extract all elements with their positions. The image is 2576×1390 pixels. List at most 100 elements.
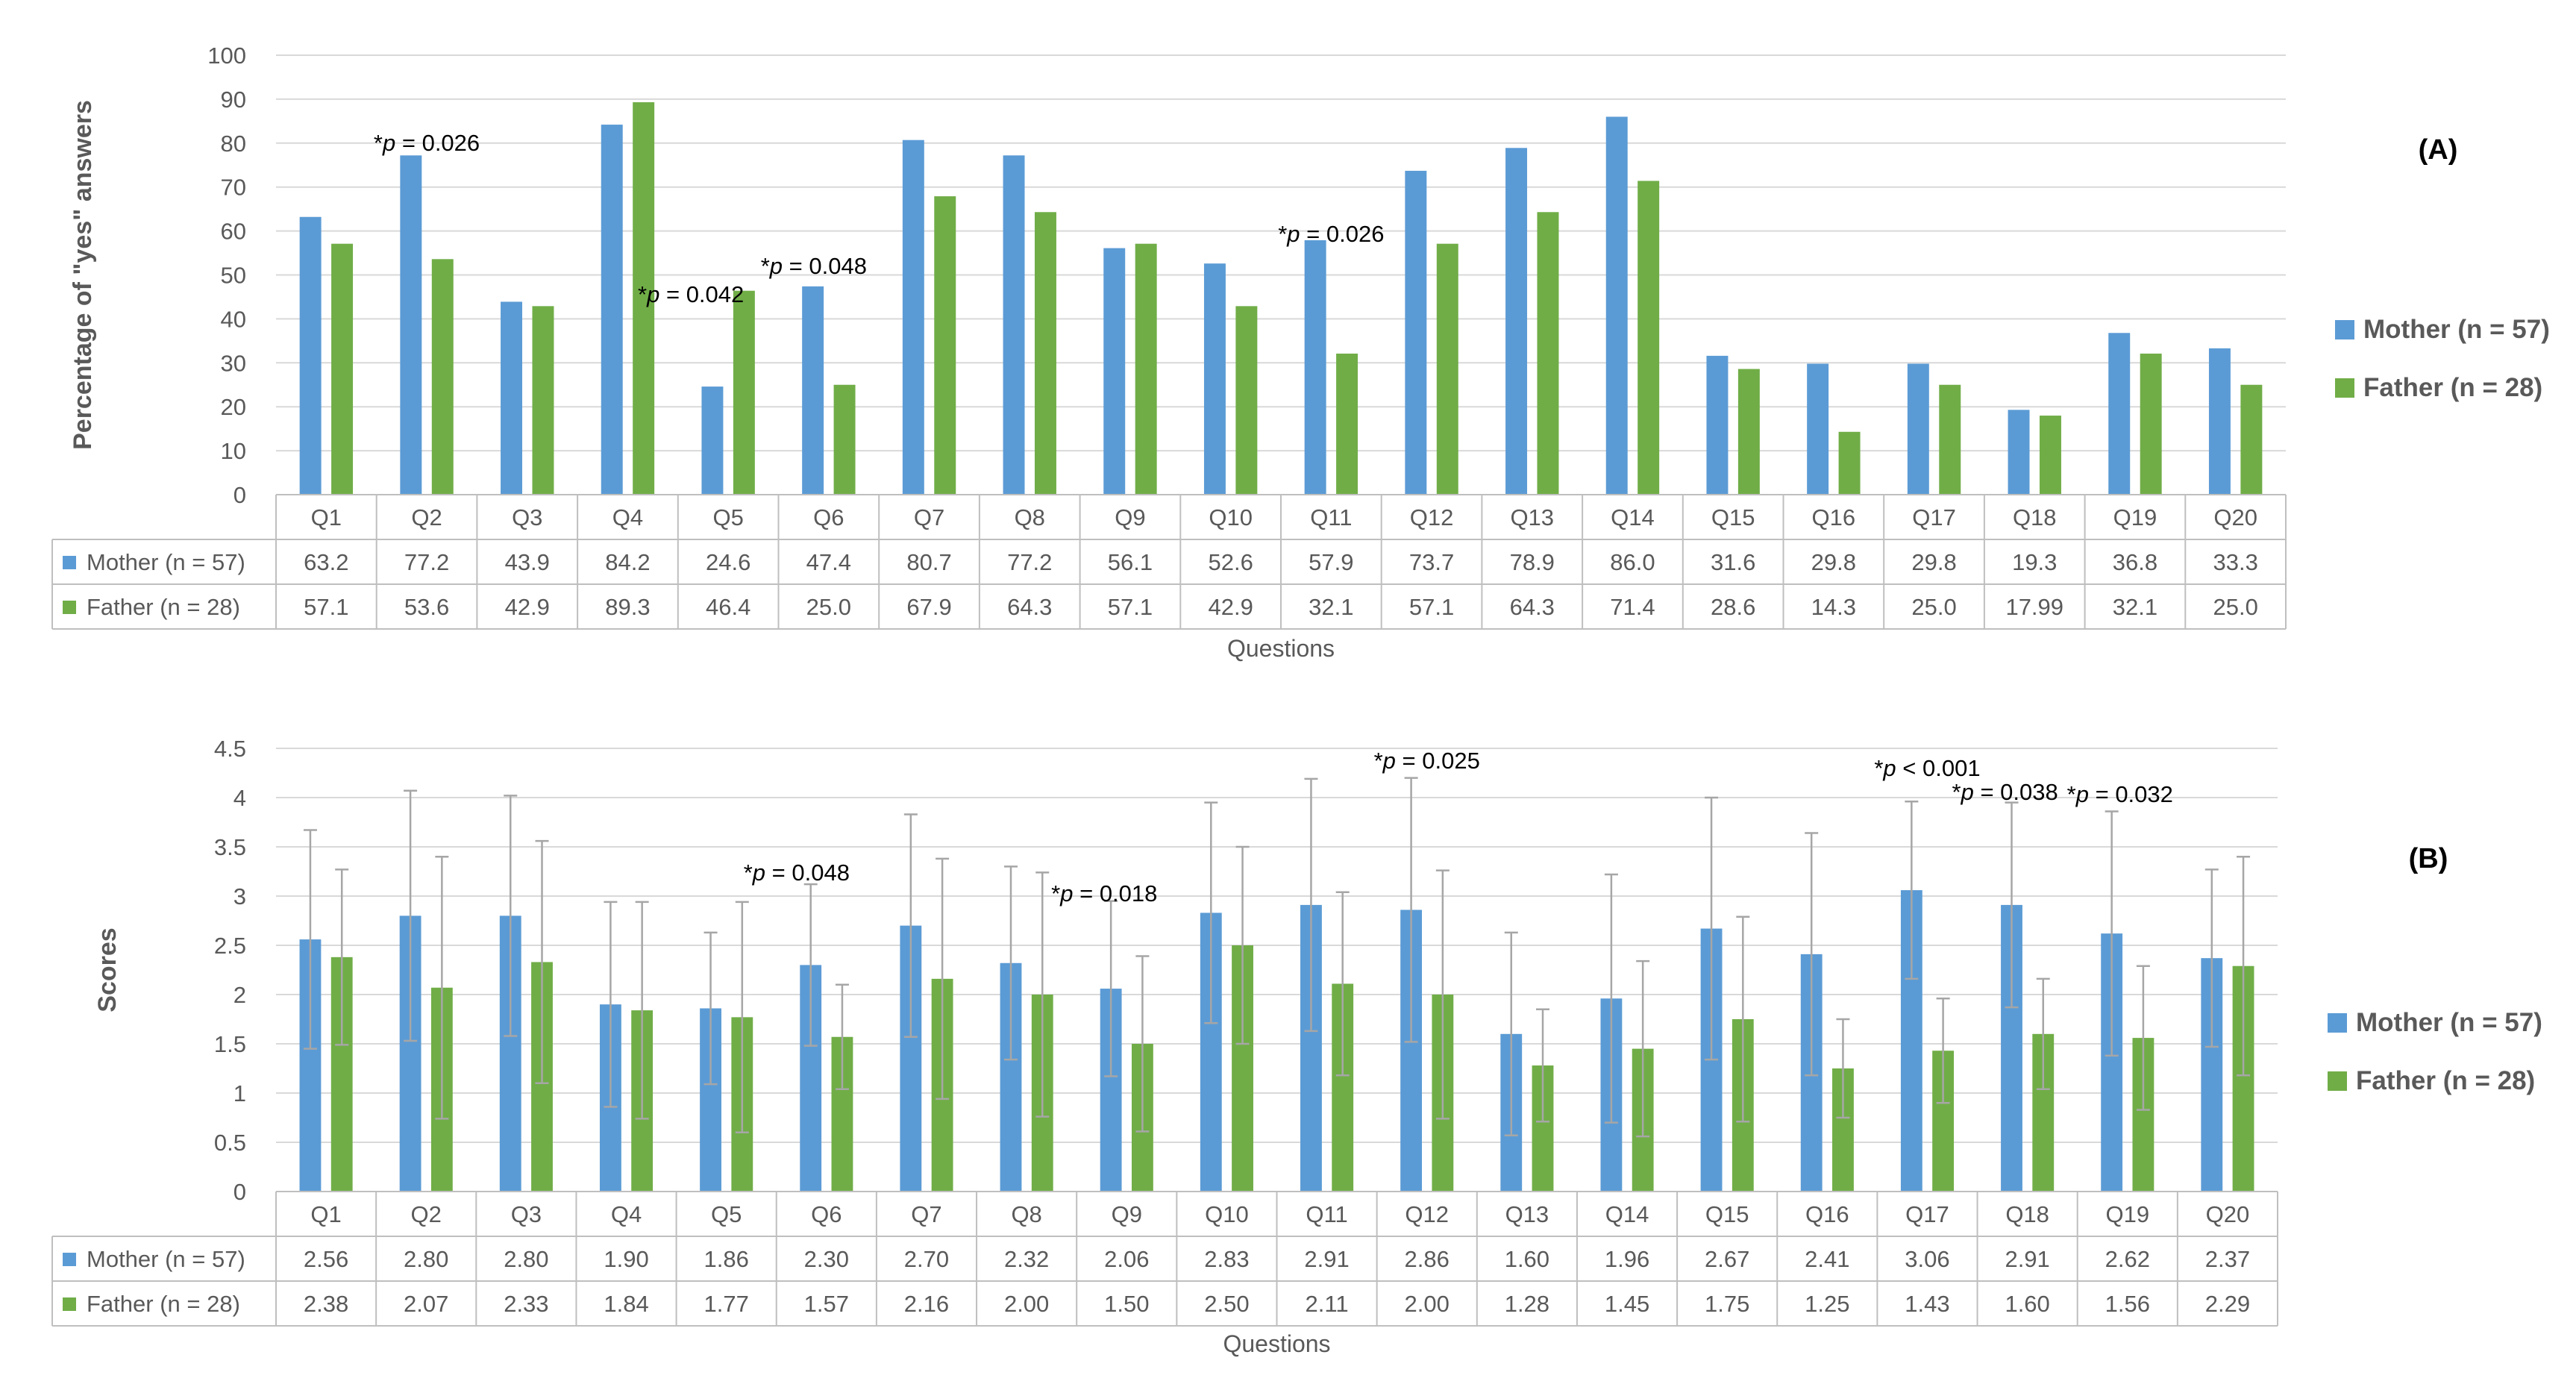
bar-mother-q20 bbox=[2208, 348, 2231, 495]
bar-mother-q13 bbox=[1505, 148, 1528, 495]
bar-mother-q1 bbox=[299, 216, 322, 495]
annotation-value: = 0.038 bbox=[1974, 779, 2058, 805]
annotation-p: p bbox=[1961, 779, 1974, 805]
panel-label: (B) bbox=[2409, 843, 2448, 874]
annotation-p: p bbox=[1382, 748, 1396, 774]
data-label: 56.1 bbox=[1108, 549, 1153, 575]
table-row-header: Mother (n = 57) bbox=[87, 549, 245, 575]
data-label: 2.80 bbox=[404, 1246, 448, 1272]
x-tick-label: Q9 bbox=[1112, 1201, 1142, 1227]
bar-mother-q17 bbox=[1907, 363, 1929, 495]
x-tick-label: Q10 bbox=[1205, 1201, 1249, 1227]
data-label: 52.6 bbox=[1208, 549, 1253, 575]
bar-mother-q15 bbox=[1706, 355, 1729, 495]
data-label: 57.9 bbox=[1309, 549, 1353, 575]
data-label: 2.11 bbox=[1306, 1291, 1349, 1317]
y-tick-label: 2.5 bbox=[214, 933, 246, 959]
x-tick-label: Q9 bbox=[1115, 504, 1145, 530]
bar-mother-q8 bbox=[1003, 155, 1025, 495]
data-label: 1.50 bbox=[1104, 1291, 1149, 1317]
data-label: 77.2 bbox=[1007, 549, 1052, 575]
y-axis-title: Percentage of "yes" answers bbox=[69, 100, 97, 450]
x-tick-label: Q13 bbox=[1510, 504, 1554, 530]
data-label: 1.56 bbox=[2105, 1291, 2150, 1317]
chart-panel-a: 0 10 20 30 40 50 60 70 80 90 100 Percentage of "yes… bbox=[51, 43, 2550, 662]
data-label: 57.1 bbox=[304, 594, 348, 620]
bar-father-q14 bbox=[1638, 181, 1660, 495]
annotation-p: p bbox=[382, 130, 395, 156]
data-label: 2.30 bbox=[804, 1246, 849, 1272]
x-tick-label: Q4 bbox=[611, 1201, 642, 1227]
annotation-value: = 0.048 bbox=[765, 860, 850, 886]
data-label: 2.62 bbox=[2105, 1246, 2150, 1272]
data-label: 2.50 bbox=[1204, 1291, 1249, 1317]
data-label: 1.25 bbox=[1805, 1291, 1849, 1317]
x-tick-label: Q11 bbox=[1306, 1201, 1347, 1227]
table-row-header: Father (n = 28) bbox=[87, 594, 240, 620]
bar-father-q7 bbox=[934, 196, 956, 495]
x-tick-label: Q10 bbox=[1209, 504, 1253, 530]
y-tick-label: 30 bbox=[221, 350, 246, 376]
annotation-value: = 0.026 bbox=[1300, 221, 1385, 247]
table-legend-key-mother bbox=[63, 1253, 76, 1266]
x-tick-label: Q15 bbox=[1705, 1201, 1749, 1227]
annotation-value: = 0.026 bbox=[395, 130, 480, 156]
annotation-value: = 0.018 bbox=[1073, 880, 1157, 907]
bar-father-q19 bbox=[2140, 353, 2162, 495]
bar-father-q15 bbox=[1737, 369, 1760, 495]
y-tick-label: 50 bbox=[221, 263, 246, 289]
annotation-prefix: * bbox=[744, 860, 753, 886]
data-label: 1.60 bbox=[1505, 1246, 1549, 1272]
y-tick-label: 3.5 bbox=[214, 834, 246, 860]
annotation-value: < 0.001 bbox=[1896, 755, 1981, 781]
data-label: 2.86 bbox=[1405, 1246, 1450, 1272]
significance-annotation: *p = 0.026 bbox=[1278, 221, 1384, 247]
annotation-p: p bbox=[2075, 781, 2089, 807]
y-tick-label: 4.5 bbox=[214, 736, 246, 762]
bar-father-q18 bbox=[2039, 416, 2061, 495]
data-label: 2.38 bbox=[304, 1291, 348, 1317]
data-label: 63.2 bbox=[304, 549, 348, 575]
bar-mother-q16 bbox=[1807, 363, 1829, 495]
table-legend-key-father bbox=[63, 601, 76, 614]
data-label: 1.45 bbox=[1605, 1291, 1649, 1317]
y-tick-label: 100 bbox=[207, 43, 246, 69]
data-label: 19.3 bbox=[2012, 549, 2057, 575]
bar-mother-q2 bbox=[400, 155, 422, 495]
bar-father-q2 bbox=[431, 259, 454, 495]
y-tick-label: 4 bbox=[234, 785, 246, 811]
bar-father-q20 bbox=[2240, 384, 2263, 495]
data-label: 2.29 bbox=[2205, 1291, 2250, 1317]
x-tick-label: Q19 bbox=[2105, 1201, 2149, 1227]
data-label: 1.84 bbox=[604, 1291, 648, 1317]
data-label: 43.9 bbox=[505, 549, 550, 575]
x-tick-label: Q1 bbox=[311, 504, 342, 530]
panel-label: (A) bbox=[2419, 134, 2458, 166]
bar-father-q10 bbox=[1235, 306, 1258, 495]
x-tick-label: Q19 bbox=[2113, 504, 2157, 530]
y-tick-label: 0 bbox=[234, 1179, 246, 1205]
annotation-prefix: * bbox=[374, 130, 383, 156]
x-tick-label: Q7 bbox=[914, 504, 944, 530]
y-tick-label: 60 bbox=[221, 219, 246, 245]
data-label: 1.86 bbox=[704, 1246, 749, 1272]
data-label: 47.4 bbox=[806, 549, 851, 575]
significance-annotation: *p = 0.018 bbox=[1051, 880, 1157, 907]
bar-father-q5 bbox=[733, 290, 755, 495]
table-row-header: Mother (n = 57) bbox=[87, 1246, 245, 1272]
data-label: 57.1 bbox=[1409, 594, 1454, 620]
x-tick-label: Q5 bbox=[711, 1201, 742, 1227]
data-label: 2.06 bbox=[1104, 1246, 1149, 1272]
annotation-prefix: * bbox=[1374, 748, 1383, 774]
data-label: 78.9 bbox=[1510, 549, 1555, 575]
annotation-value: = 0.032 bbox=[2089, 781, 2173, 807]
x-tick-label: Q5 bbox=[712, 504, 743, 530]
bar-father-q6 bbox=[833, 384, 856, 495]
legend-key-mother bbox=[2328, 1013, 2347, 1033]
x-tick-label: Q15 bbox=[1711, 504, 1755, 530]
y-tick-label: 10 bbox=[221, 438, 246, 464]
significance-annotation: *p < 0.001 bbox=[1874, 755, 1980, 781]
data-label: 2.07 bbox=[404, 1291, 448, 1317]
data-label: 25.0 bbox=[2213, 594, 2257, 620]
data-label: 1.60 bbox=[2005, 1291, 2049, 1317]
